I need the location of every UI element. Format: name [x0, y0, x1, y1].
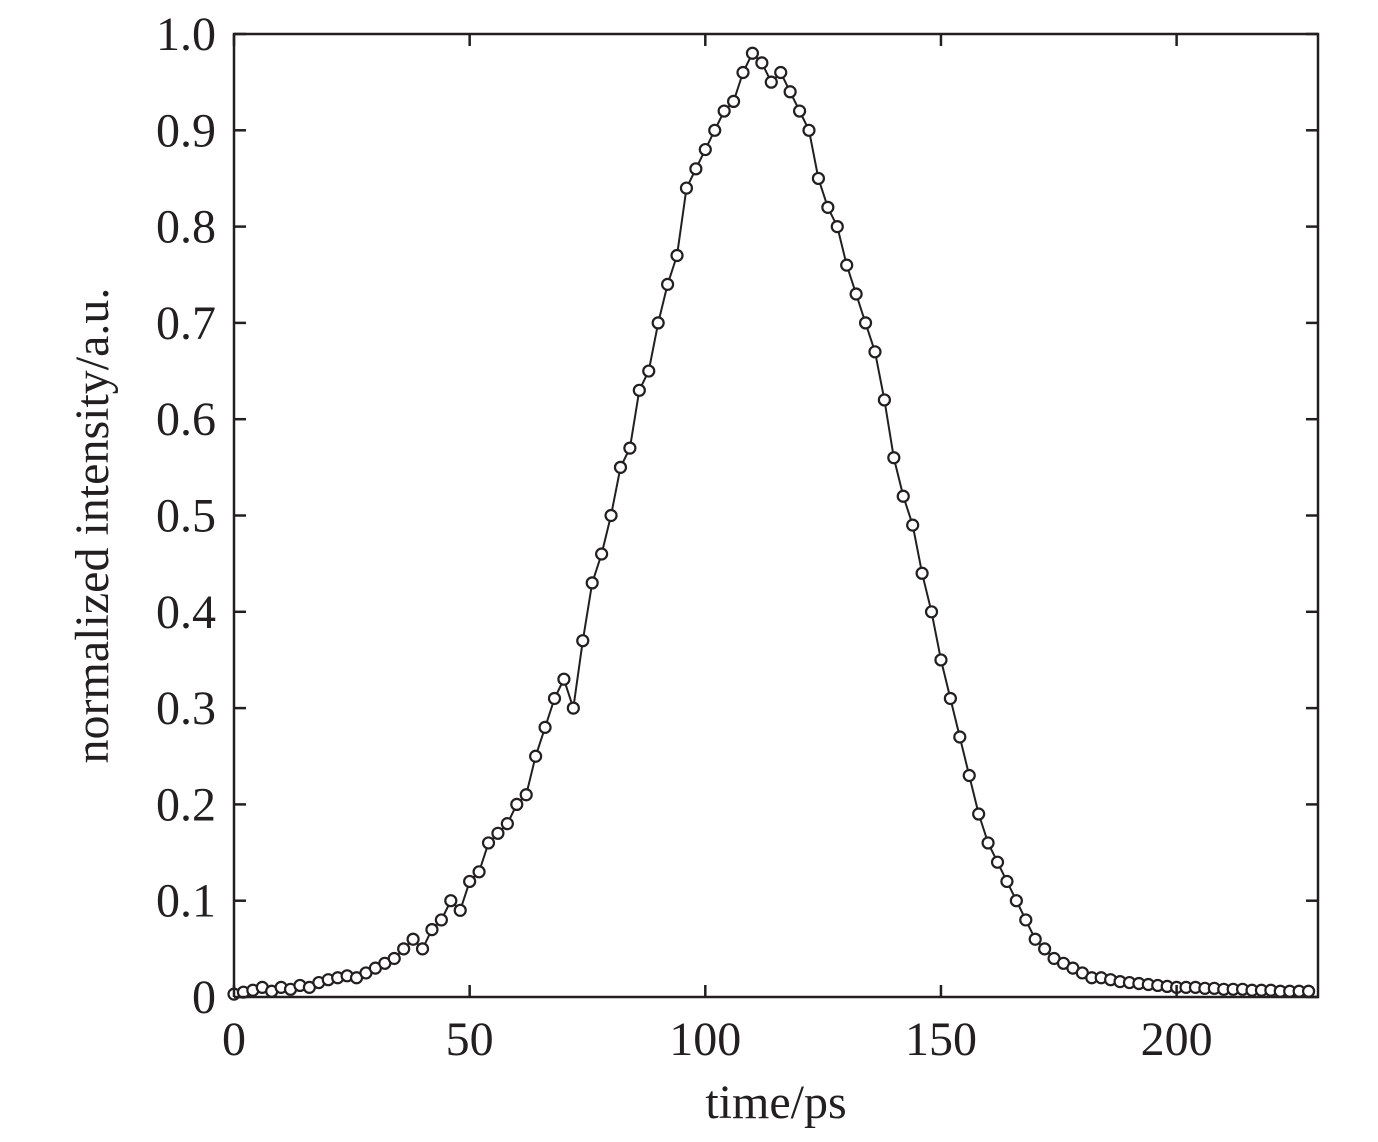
data-point — [943, 691, 957, 706]
data-point — [981, 836, 995, 850]
data-point — [1301, 984, 1316, 998]
data-point — [642, 364, 656, 378]
data-point — [547, 691, 562, 706]
data-point — [1028, 932, 1042, 946]
data-point — [387, 951, 401, 966]
y-tick-label: 0.3 — [156, 682, 216, 735]
data-point — [924, 605, 939, 619]
data-point — [434, 913, 448, 927]
data-point — [1009, 894, 1023, 908]
data-point — [792, 104, 807, 118]
data-point — [613, 460, 628, 474]
data-point — [1019, 913, 1033, 927]
plot-frame — [232, 32, 1320, 999]
data-point — [566, 701, 580, 715]
series-group — [227, 46, 1316, 1001]
data-point — [406, 932, 420, 946]
data-point — [472, 865, 486, 879]
y-axis-label: normalized intensity/a.u. — [66, 288, 119, 764]
data-point — [708, 123, 722, 137]
data-point — [623, 441, 637, 455]
x-tick-label: 150 — [905, 1013, 977, 1066]
data-point — [990, 855, 1005, 869]
data-point — [896, 489, 910, 503]
data-point — [915, 566, 929, 580]
y-axis: 0 0.1 0.2 0.3 0.4 0.5 0.6 0.7 0.8 0.9 1.0 — [156, 8, 1318, 1024]
data-point — [877, 393, 892, 407]
data-point — [660, 277, 675, 291]
data-point — [830, 220, 844, 234]
data-point — [962, 768, 976, 783]
data-point — [774, 65, 788, 80]
data-point — [821, 200, 835, 214]
x-tick-label: 100 — [669, 1013, 741, 1066]
data-point — [585, 576, 599, 590]
data-point — [726, 94, 741, 109]
y-tick-label: 0.4 — [156, 586, 216, 639]
data-point — [679, 181, 694, 195]
data-point — [397, 942, 411, 956]
y-tick-label: 0.7 — [156, 297, 216, 350]
data-point — [849, 287, 863, 301]
data-point — [670, 248, 684, 263]
plot-area — [232, 32, 1320, 999]
data-point — [481, 836, 496, 850]
y-tick-label: 0.8 — [156, 201, 216, 254]
data-point — [576, 634, 590, 648]
data-point — [953, 730, 967, 744]
data-point — [811, 171, 826, 186]
series-line — [233, 52, 1309, 996]
data-point — [689, 162, 703, 176]
data-point — [491, 826, 505, 840]
data-point — [745, 46, 760, 60]
y-tick-label: 0.5 — [156, 490, 216, 543]
data-point — [529, 749, 543, 763]
data-point — [868, 345, 882, 359]
data-point — [755, 56, 769, 70]
data-point — [802, 123, 816, 137]
data-point — [651, 316, 665, 330]
data-point — [415, 942, 430, 956]
data-point — [1000, 874, 1014, 889]
data-point — [500, 817, 514, 831]
y-tick-label: 0.2 — [156, 778, 216, 831]
data-point — [425, 922, 439, 937]
x-tick-label: 50 — [446, 1013, 494, 1066]
data-point — [463, 874, 477, 889]
data-point — [887, 451, 901, 465]
data-point — [858, 316, 873, 330]
y-tick-label: 1.0 — [156, 8, 216, 61]
x-tick-label: 0 — [222, 1013, 246, 1066]
x-axis: 0 50 100 150 200 — [222, 34, 1213, 1066]
y-tick-label: 0 — [192, 971, 216, 1024]
y-tick-label: 0.6 — [156, 393, 216, 446]
data-point — [538, 720, 552, 734]
data-point — [632, 383, 646, 397]
data-point — [453, 903, 467, 917]
data-point — [557, 672, 571, 686]
data-point — [595, 547, 609, 561]
data-point — [604, 508, 618, 523]
data-point — [519, 788, 533, 802]
data-point — [972, 807, 986, 821]
data-point — [906, 518, 920, 532]
data-point — [783, 85, 797, 99]
data-point — [736, 65, 750, 80]
data-point — [840, 258, 854, 272]
x-tick-label: 200 — [1141, 1013, 1213, 1066]
data-point — [764, 75, 778, 89]
data-point — [717, 104, 731, 118]
x-axis-label: time/ps — [705, 1076, 846, 1129]
data-point — [510, 797, 524, 812]
y-tick-label: 0.1 — [156, 875, 216, 928]
data-point — [444, 894, 458, 908]
data-point — [698, 142, 712, 157]
y-tick-label: 0.9 — [156, 104, 216, 157]
data-point — [934, 653, 948, 667]
data-point — [1038, 942, 1052, 956]
